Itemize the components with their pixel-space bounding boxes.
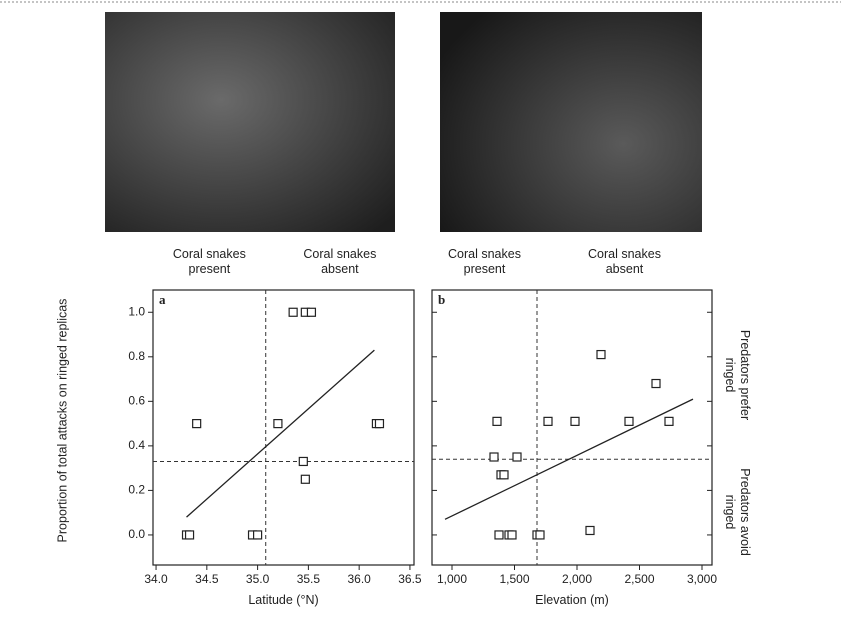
data-point xyxy=(298,456,308,467)
data-point xyxy=(499,470,509,480)
y-tick-label: 1.0 xyxy=(128,304,145,318)
data-point xyxy=(253,530,263,540)
x-tick-label: 2,500 xyxy=(624,572,654,586)
data-point xyxy=(184,530,195,540)
data-point xyxy=(494,530,504,540)
data-point xyxy=(489,452,499,462)
x-tick-label: 36.0 xyxy=(347,572,371,586)
photo xyxy=(105,12,395,232)
y-tick-label: 0.8 xyxy=(128,349,145,363)
side-label: Predators prefer ringed xyxy=(723,329,752,420)
y-tick-label: 0.2 xyxy=(128,483,145,497)
annotation: Coral snakes present xyxy=(172,247,246,276)
data-point xyxy=(492,416,502,426)
panel-label: a xyxy=(159,292,166,307)
data-point xyxy=(374,419,385,429)
x-tick-label: 34.0 xyxy=(144,572,168,586)
data-point xyxy=(507,530,517,540)
trend-line xyxy=(186,349,375,518)
data-point xyxy=(624,416,634,426)
data-point xyxy=(300,474,310,484)
trend-line xyxy=(444,398,694,520)
panel-label: b xyxy=(438,292,445,307)
y-tick-label: 0.4 xyxy=(128,438,145,452)
x-tick-label: 35.0 xyxy=(246,572,270,586)
x-tick-label: 1,000 xyxy=(437,572,467,586)
plot-frame xyxy=(152,289,415,566)
x-tick-label: 36.5 xyxy=(398,572,422,586)
photo xyxy=(440,12,702,232)
data-point xyxy=(570,416,580,426)
plot-frame xyxy=(431,289,713,566)
x-tick-label: 3,000 xyxy=(687,572,717,586)
data-point xyxy=(192,419,202,429)
data-point xyxy=(512,452,522,462)
data-point xyxy=(273,419,283,429)
data-point xyxy=(585,525,595,536)
data-point xyxy=(651,378,661,389)
x-axis-label: Elevation (m) xyxy=(535,593,609,607)
x-tick-label: 35.5 xyxy=(297,572,321,586)
x-tick-label: 34.5 xyxy=(195,572,219,586)
y-tick-label: 0.0 xyxy=(128,527,145,541)
annotation: Coral snakes absent xyxy=(303,247,377,276)
annotation: Coral snakes absent xyxy=(588,247,661,276)
data-point xyxy=(664,416,674,426)
x-tick-label: 2,000 xyxy=(562,572,592,586)
y-axis-label: Proportion of total attacks on ringed re… xyxy=(55,298,70,542)
data-point xyxy=(596,349,606,360)
x-tick-label: 1,500 xyxy=(499,572,529,586)
y-tick-label: 0.6 xyxy=(128,394,145,408)
data-point xyxy=(535,530,545,540)
side-label: Predators avoid ringed xyxy=(723,468,752,556)
x-axis-label: Latitude (°N) xyxy=(248,593,319,607)
data-point xyxy=(543,416,553,426)
annotation: Coral snakes present xyxy=(448,247,521,276)
data-point xyxy=(288,307,298,317)
data-point xyxy=(306,307,317,317)
